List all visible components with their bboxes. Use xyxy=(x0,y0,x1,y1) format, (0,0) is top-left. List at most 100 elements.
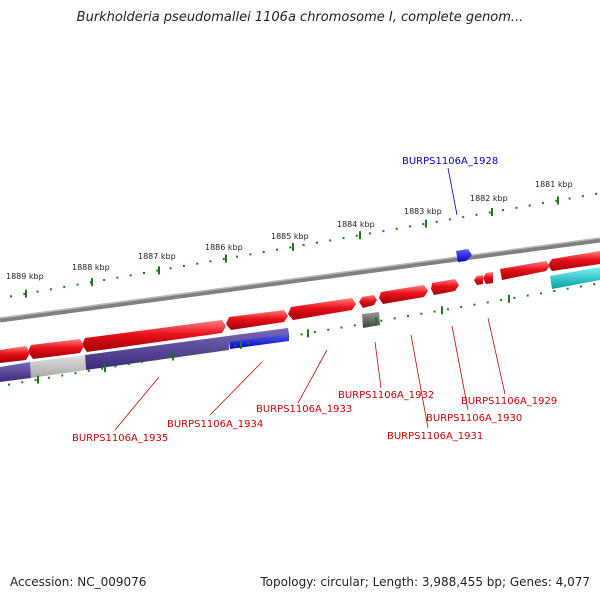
ruler-minor-tick xyxy=(595,192,598,195)
ruler-inner-major-tick xyxy=(508,294,510,303)
gene-arrow-1929c[interactable] xyxy=(474,275,483,285)
gene-label-1934[interactable]: BURPS1106A_1934 xyxy=(167,419,263,430)
ruler-label-1888: 1888 kbp xyxy=(72,263,110,272)
ruler-inner-tick xyxy=(393,317,396,320)
pseudogene-block[interactable] xyxy=(362,312,380,328)
ruler-minor-tick xyxy=(49,288,52,291)
ruler-inner-tick xyxy=(247,342,250,345)
purple-feature-band[interactable] xyxy=(85,328,289,370)
ruler-inner-tick xyxy=(47,376,50,379)
gene-label-1932[interactable]: BURPS1106A_1932 xyxy=(338,390,434,401)
ruler-inner-tick xyxy=(300,333,303,336)
ruler-inner-tick xyxy=(486,301,489,304)
ruler-inner-tick xyxy=(207,349,210,352)
gene-1928-arrow[interactable] xyxy=(456,249,472,262)
ruler-inner-tick xyxy=(446,308,449,311)
ruler-minor-ticks xyxy=(10,192,598,298)
ruler-minor-tick xyxy=(568,197,571,200)
ruler-label-1889: 1889 kbp xyxy=(6,272,44,281)
ruler-inner-tick xyxy=(61,374,64,377)
ruler-inner-tick xyxy=(194,351,197,354)
ruler-inner-tick xyxy=(367,322,370,324)
gene-arrow-1930[interactable] xyxy=(431,279,459,295)
gene-label-1929[interactable]: BURPS1106A_1929 xyxy=(461,396,557,407)
ruler-inner-tick xyxy=(287,335,290,338)
ruler-minor-tick xyxy=(103,279,106,281)
gene-labels: BURPS1106A_1928 BURPS1106A_1929 BURPS110… xyxy=(72,156,557,444)
gene-arrow-1931[interactable] xyxy=(379,285,428,304)
ruler-major-ticks xyxy=(25,196,559,298)
ruler-label-1885: 1885 kbp xyxy=(271,232,309,241)
ruler-label-1884: 1884 kbp xyxy=(337,220,375,229)
gene-arrow-1929b[interactable] xyxy=(483,272,493,284)
ruler-inner-tick xyxy=(540,292,542,295)
leader-1930 xyxy=(451,325,469,411)
ruler-minor-tick xyxy=(502,209,505,212)
ruler-major-tick xyxy=(491,208,493,217)
ruler-inner-tick xyxy=(526,294,529,297)
gene-arrow-1933[interactable] xyxy=(288,298,356,320)
ruler-minor-tick xyxy=(63,285,66,288)
ruler-major-tick xyxy=(225,254,227,263)
gene-arrow-1934[interactable] xyxy=(226,310,288,330)
ruler-minor-tick xyxy=(409,225,411,228)
leader-1933 xyxy=(297,349,328,404)
ruler-inner-tick xyxy=(114,365,117,368)
gene-arrow-1929[interactable] xyxy=(500,261,550,280)
ruler-minor-tick xyxy=(462,216,465,219)
ruler-minor-tick xyxy=(289,246,292,249)
ruler-inner-tick xyxy=(553,290,556,292)
ruler-label-1881: 1881 kbp xyxy=(535,180,573,189)
ruler-inner-tick xyxy=(101,367,104,370)
gene-arrow-1932[interactable] xyxy=(359,295,377,308)
ruler-inner-tick xyxy=(407,315,409,318)
gene-label-1933[interactable]: BURPS1106A_1933 xyxy=(256,404,352,415)
accession-text: Accession: NC_009076 xyxy=(10,575,147,589)
ruler-minor-tick xyxy=(129,274,132,277)
ruler-inner-tick xyxy=(433,310,436,313)
leader-1932 xyxy=(374,341,382,389)
rna-feature-blue[interactable] xyxy=(229,333,289,349)
ruler-inner-tick xyxy=(513,296,516,299)
ruler-inner-tick xyxy=(327,328,330,331)
gene-label-1935[interactable]: BURPS1106A_1935 xyxy=(72,433,168,444)
ruler-minor-tick xyxy=(143,272,145,274)
ruler-inner-major-tick xyxy=(307,329,309,338)
ruler-major-tick xyxy=(425,219,427,228)
ruler-inner-ticks xyxy=(8,283,596,386)
ruler-label-1886: 1886 kbp xyxy=(205,243,243,252)
ruler-minor-tick xyxy=(236,255,239,258)
ruler-inner-tick xyxy=(593,283,596,286)
ruler-minor-tick xyxy=(315,241,318,244)
ruler-inner-tick xyxy=(313,331,316,334)
ruler-minor-tick xyxy=(222,258,225,260)
ruler-inner-tick xyxy=(180,353,183,356)
gene-label-1931[interactable]: BURPS1106A_1931 xyxy=(387,431,483,442)
gene-arrow-left-1[interactable] xyxy=(28,339,84,359)
ruler-label-1882: 1882 kbp xyxy=(470,194,508,203)
gene-label-1928[interactable]: BURPS1106A_1928 xyxy=(402,156,498,167)
leader-1928 xyxy=(447,167,458,216)
ruler-major-tick xyxy=(158,266,160,275)
ruler-inner-tick xyxy=(460,306,463,308)
gene-arrow-1935[interactable] xyxy=(82,320,226,352)
ruler-major-tick xyxy=(91,278,93,287)
ruler-inner-tick xyxy=(260,340,263,343)
ruler-minor-tick xyxy=(249,253,252,256)
light-feature-band[interactable] xyxy=(30,355,86,378)
gene-arrow-left-2[interactable] xyxy=(0,346,30,363)
ruler-major-tick xyxy=(359,231,361,240)
ruler-minor-tick xyxy=(515,206,518,209)
purple-feature-left[interactable] xyxy=(0,362,31,382)
ruler-minor-tick xyxy=(182,265,185,267)
leader-1931 xyxy=(410,334,429,429)
ruler-minor-tick xyxy=(435,220,438,223)
gene-top-right-red[interactable] xyxy=(548,251,600,271)
ruler-inner-major-tick xyxy=(104,364,106,373)
gene-leader-lines xyxy=(114,167,506,431)
gene-cyan-feature[interactable] xyxy=(550,267,600,289)
forward-cds-row xyxy=(0,261,550,363)
ruler-inner-tick xyxy=(127,363,130,366)
gene-label-1930[interactable]: BURPS1106A_1930 xyxy=(426,413,522,424)
ruler-inner-tick xyxy=(380,319,383,322)
